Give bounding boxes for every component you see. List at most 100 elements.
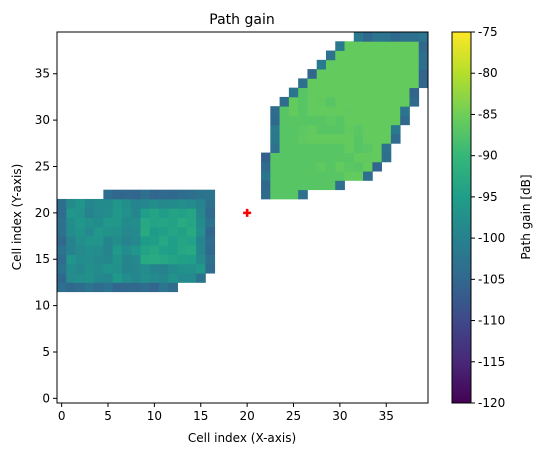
heatmap-cell (159, 208, 169, 218)
heatmap-cell (288, 161, 299, 172)
heatmap-cell (177, 208, 188, 218)
heatmap-cell (159, 254, 169, 265)
heatmap-cell (372, 69, 383, 79)
heatmap-cell (298, 143, 308, 153)
heatmap-cell (57, 236, 67, 246)
colorbar-tick-label: -95 (478, 190, 498, 204)
heatmap-cell (325, 59, 336, 70)
heatmap-cell (149, 254, 160, 265)
colorbar-tick-label: -80 (478, 66, 498, 80)
heatmap-cell (372, 152, 383, 163)
heatmap-cell (344, 115, 355, 126)
heatmap-cell (363, 69, 373, 79)
heatmap-cell (270, 106, 280, 116)
heatmap-cell (353, 96, 364, 107)
heatmap-cell (363, 96, 373, 107)
heatmap-cell (168, 254, 178, 265)
heatmap-cell (372, 78, 383, 89)
heatmap-cell (316, 106, 327, 116)
heatmap-cell (409, 69, 420, 79)
heatmap-cell (344, 143, 355, 153)
heatmap-cell (270, 161, 280, 172)
heatmap-cell (205, 189, 216, 200)
heatmap-cell (140, 282, 151, 293)
heatmap-cell (159, 198, 169, 209)
heatmap-cell (316, 124, 327, 135)
heatmap-cell (307, 96, 318, 107)
colorbar-tick-label: -110 (478, 314, 505, 328)
heatmap-cell (270, 124, 280, 135)
heatmap-cell (84, 282, 95, 293)
heatmap-cell (298, 96, 308, 107)
heatmap-cell (186, 198, 197, 209)
heatmap-cell (121, 217, 132, 228)
heatmap-cell (390, 115, 401, 126)
heatmap-cell (168, 208, 178, 218)
heatmap-cell (121, 245, 132, 255)
heatmap-cell (131, 226, 141, 237)
heatmap-cell (400, 32, 410, 42)
y-tick-label: 15 (35, 252, 50, 266)
heatmap-cell (335, 115, 345, 126)
heatmap-cell (186, 263, 197, 274)
marker-plus (243, 208, 252, 217)
heatmap-cell (390, 78, 401, 89)
heatmap-cell (121, 236, 132, 246)
heatmap-cell (381, 106, 392, 116)
heatmap-cell (316, 134, 327, 144)
heatmap-cell (325, 171, 336, 181)
heatmap-cell (94, 263, 104, 274)
heatmap-cell (418, 50, 428, 61)
y-tick-label: 20 (35, 206, 50, 220)
heatmap-cell (298, 78, 308, 89)
heatmap-cell (149, 208, 160, 218)
y-tick-label: 0 (42, 391, 50, 405)
heatmap-cell (149, 198, 160, 209)
heatmap-cell (288, 106, 299, 116)
heatmap-cell (307, 180, 318, 191)
heatmap-cell (279, 180, 290, 191)
heatmap-cell (372, 32, 383, 42)
heatmap-cell (112, 254, 123, 265)
heatmap-cell (112, 236, 123, 246)
heatmap-cell (335, 50, 345, 61)
heatmap-cell (177, 189, 188, 200)
heatmap-cell (196, 273, 206, 283)
heatmap-cell (363, 152, 373, 163)
heatmap-cell (363, 32, 373, 42)
x-tick-label: 35 (379, 409, 394, 423)
heatmap-cell (149, 282, 160, 293)
heatmap-cell (400, 106, 410, 116)
heatmap-cell (57, 254, 67, 265)
heatmap-cell (186, 208, 197, 218)
heatmap-cell (390, 106, 401, 116)
heatmap-cell (57, 198, 67, 209)
transmitter-marker (243, 208, 252, 217)
plot-frame (56, 31, 429, 404)
heatmap-cell (177, 198, 188, 209)
heatmap-cell (390, 32, 401, 42)
heatmap-cell (94, 254, 104, 265)
heatmap-cell (66, 236, 76, 246)
x-tick-label: 25 (286, 409, 301, 423)
heatmap-cell (288, 87, 299, 98)
heatmap-cell (307, 78, 318, 89)
x-axis-ticks: 0 5 10 15 20 25 30 35 (58, 403, 394, 423)
heatmap-cell (344, 41, 355, 51)
heatmap-cell (121, 273, 132, 283)
heatmap-cell (298, 87, 308, 98)
heatmap-cell (288, 96, 299, 107)
heatmap-cell (418, 69, 428, 79)
heatmap-cell (353, 152, 364, 163)
heatmap-cell (84, 217, 95, 228)
heatmap-cell (84, 236, 95, 246)
heatmap-cell (363, 143, 373, 153)
y-axis-ticks: 0 5 10 15 20 25 30 35 (35, 67, 57, 405)
heatmap-cell (316, 87, 327, 98)
heatmap-cells (57, 32, 428, 293)
heatmap-cell (325, 50, 336, 61)
heatmap-cell (381, 96, 392, 107)
heatmap-cell (57, 217, 67, 228)
heatmap-cell (103, 254, 114, 265)
